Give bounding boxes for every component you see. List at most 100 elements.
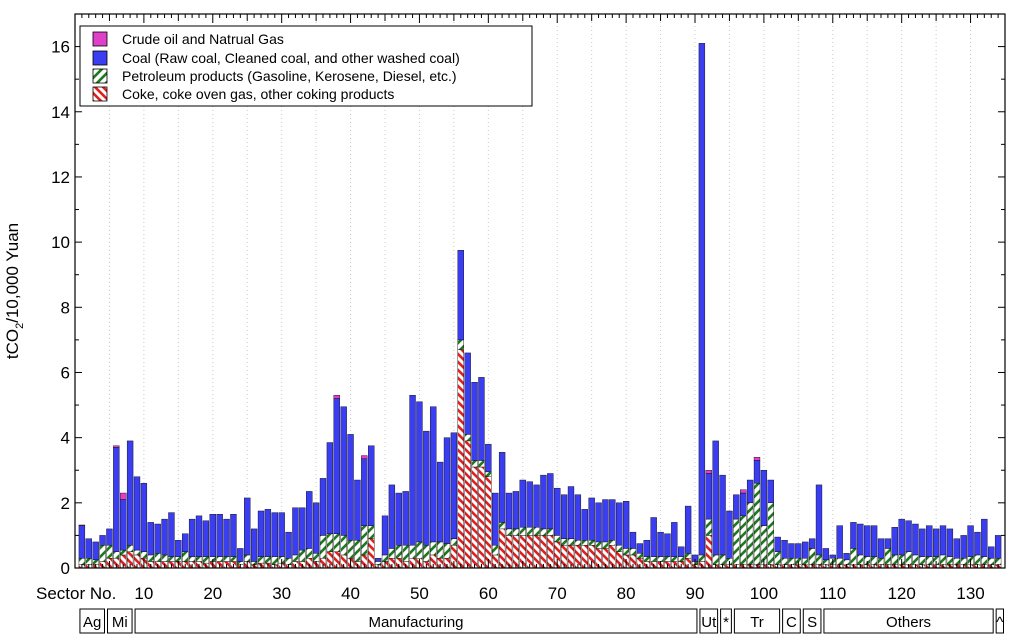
sector-group-label: Tr bbox=[750, 614, 764, 631]
x-axis-label: Sector No. bbox=[36, 584, 116, 603]
bar-segment-petroleum-75 bbox=[588, 540, 595, 546]
bar-segment-petroleum-119 bbox=[891, 554, 898, 565]
bar-segment-petroleum-113 bbox=[850, 548, 857, 565]
bar-segment-coke-58 bbox=[471, 466, 478, 569]
bar-segment-coal-105 bbox=[795, 543, 802, 559]
sector-group-label: * bbox=[723, 614, 729, 631]
bar-segment-petroleum-60 bbox=[485, 471, 492, 477]
bar-segment-petroleum-102 bbox=[774, 551, 781, 565]
bar-segment-petroleum-132 bbox=[981, 556, 988, 565]
bar-segment-coke-69 bbox=[547, 535, 554, 569]
bar-segment-petroleum-88 bbox=[678, 556, 685, 562]
bar-segment-petroleum-85 bbox=[657, 556, 664, 562]
bar-segment-coal-113 bbox=[850, 522, 857, 549]
y-tick-label: 14 bbox=[51, 103, 70, 122]
bar-segment-coal-37 bbox=[326, 442, 334, 534]
bar-segment-petroleum-83 bbox=[643, 556, 650, 562]
bar-segment-petroleum-106 bbox=[802, 558, 809, 565]
bar-segment-petroleum-34 bbox=[306, 548, 313, 559]
bar-segment-crude-99 bbox=[753, 457, 761, 461]
bar-segment-petroleum-122 bbox=[912, 554, 919, 565]
y-tick-label: 0 bbox=[61, 559, 70, 578]
bar-segment-coal-34 bbox=[306, 491, 313, 549]
bar-segment-petroleum-6 bbox=[113, 551, 120, 559]
bar-segment-coal-123 bbox=[919, 528, 926, 557]
bar-segment-coal-92 bbox=[705, 473, 712, 520]
bar-segment-coal-3 bbox=[92, 541, 99, 561]
bar-segment-petroleum-131 bbox=[974, 554, 981, 565]
sector-group-label: Ag bbox=[83, 614, 101, 631]
bar-segment-crude-97 bbox=[740, 489, 747, 494]
bar-segment-petroleum-42 bbox=[361, 525, 368, 556]
x-tick-label: 90 bbox=[686, 584, 705, 603]
bar-segment-coal-128 bbox=[953, 538, 960, 559]
bar-segment-coal-80 bbox=[622, 500, 630, 549]
bar-segment-petroleum-134 bbox=[994, 558, 1002, 565]
sector-group-label: ^ bbox=[996, 614, 1003, 631]
bar-segment-petroleum-116 bbox=[870, 556, 878, 565]
bar-segment-petroleum-82 bbox=[636, 553, 644, 559]
bar-segment-coal-67 bbox=[533, 484, 540, 528]
legend-swatch-petroleum bbox=[92, 68, 108, 84]
x-tick-label: 100 bbox=[750, 584, 778, 603]
bar-segment-coal-10 bbox=[140, 483, 148, 552]
bar-segment-petroleum-46 bbox=[388, 548, 396, 559]
bar-segment-coal-8 bbox=[126, 440, 134, 546]
bar-segment-coal-98 bbox=[746, 479, 754, 504]
bar-segment-coal-55 bbox=[450, 432, 458, 539]
bar-segment-coal-109 bbox=[822, 548, 830, 561]
x-tick-label: 10 bbox=[134, 584, 153, 603]
bar-segment-coal-95 bbox=[726, 510, 733, 559]
bar-segment-coal-35 bbox=[312, 502, 320, 554]
bar-segment-coal-70 bbox=[554, 487, 561, 536]
bar-segment-crude-38 bbox=[333, 395, 340, 399]
bar-segment-petroleum-96 bbox=[733, 518, 740, 565]
y-tick-label: 4 bbox=[61, 429, 70, 448]
bar-segment-petroleum-123 bbox=[919, 556, 926, 565]
bar-segment-petroleum-71 bbox=[560, 538, 568, 546]
sector-group-box bbox=[699, 608, 719, 634]
bar-segment-coal-86 bbox=[664, 533, 671, 557]
bar-segment-coal-93 bbox=[712, 440, 719, 556]
bar-segment-coal-132 bbox=[981, 518, 988, 557]
bar-segment-petroleum-74 bbox=[581, 540, 588, 546]
bar-segment-petroleum-54 bbox=[443, 543, 451, 559]
x-tick-label: 80 bbox=[617, 584, 636, 603]
bar-segment-petroleum-28 bbox=[264, 556, 272, 564]
bar-segment-petroleum-63 bbox=[505, 528, 513, 536]
x-tick-label: 50 bbox=[410, 584, 429, 603]
bar-segment-petroleum-129 bbox=[960, 558, 967, 565]
x-tick-label: 40 bbox=[341, 584, 360, 603]
bar-segment-petroleum-56 bbox=[457, 339, 464, 350]
bar-segment-coal-72 bbox=[567, 486, 575, 539]
bar-segment-crude-1 bbox=[78, 524, 86, 526]
bar-segment-coal-58 bbox=[471, 382, 478, 461]
bar-segment-coal-54 bbox=[443, 437, 451, 544]
bar-segment-crude-6 bbox=[113, 445, 120, 448]
bar-segment-coal-28 bbox=[264, 509, 272, 557]
bar-segment-coal-7 bbox=[120, 499, 127, 551]
bar-segment-coal-15 bbox=[175, 540, 182, 557]
bar-segment-coal-126 bbox=[939, 525, 947, 556]
bar-segment-coal-130 bbox=[967, 525, 974, 557]
bar-segment-petroleum-19 bbox=[202, 556, 210, 564]
bar-segment-coal-82 bbox=[636, 543, 644, 554]
bar-segment-coal-100 bbox=[760, 470, 768, 526]
bar-segment-coke-64 bbox=[512, 535, 520, 569]
y-tick-label: 8 bbox=[61, 298, 70, 317]
x-tick-label: 120 bbox=[887, 584, 915, 603]
bar-segment-coal-94 bbox=[719, 474, 726, 556]
bar-segment-coal-43 bbox=[368, 445, 375, 526]
bar-segment-petroleum-58 bbox=[471, 460, 478, 468]
bar-segment-coal-64 bbox=[512, 491, 520, 530]
bar-segment-coal-22 bbox=[223, 518, 230, 557]
bar-segment-petroleum-4 bbox=[99, 544, 106, 562]
bar-segment-petroleum-98 bbox=[746, 502, 754, 565]
bar-segment-coal-32 bbox=[292, 507, 299, 556]
legend-swatch-coal bbox=[92, 50, 108, 66]
bar-segment-petroleum-118 bbox=[884, 548, 892, 565]
bar-segment-petroleum-22 bbox=[223, 556, 230, 562]
bar-segment-coal-16 bbox=[182, 533, 189, 552]
bar-segment-coal-23 bbox=[230, 514, 237, 557]
